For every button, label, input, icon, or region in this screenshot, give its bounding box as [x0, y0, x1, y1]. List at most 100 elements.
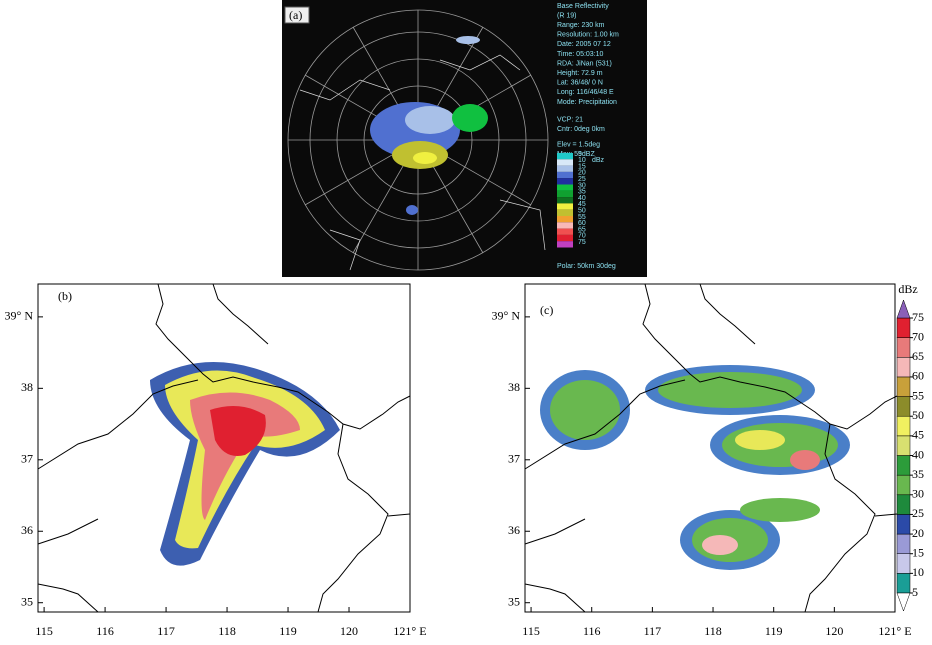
colorbar-over — [896, 299, 911, 319]
colorbar-segment — [896, 455, 911, 476]
radar-info: Time: 05:03:10 — [557, 51, 604, 58]
colorbar-label: 10 — [912, 565, 924, 579]
radar-info: Mode: Precipitation — [557, 99, 617, 106]
legend-label: 55 — [578, 214, 586, 221]
y-tick-label: 36 — [21, 523, 33, 537]
y-tick-label: 35 — [21, 594, 33, 608]
legend-swatch — [557, 222, 573, 229]
radar-background — [282, 0, 647, 277]
colorbar-segment — [896, 376, 911, 397]
colorbar-label: 65 — [912, 349, 924, 363]
x-tick-label: 120 — [340, 624, 358, 638]
x-tick-label: 121° E — [878, 624, 911, 638]
radar-info: (R 19) — [557, 12, 576, 19]
legend-label: 50 — [578, 208, 586, 215]
x-tick-label: 115 — [522, 624, 540, 638]
panel-label-box — [284, 6, 310, 24]
colorbar-label: 30 — [912, 487, 924, 501]
colorbar-label: 5 — [912, 585, 918, 599]
legend-swatch — [557, 184, 573, 191]
colorbar-label: 40 — [912, 447, 924, 461]
legend-swatch — [557, 165, 573, 172]
colorbar-label: 35 — [912, 467, 924, 481]
x-tick-label: 119 — [765, 624, 783, 638]
y-tick-label: 38 — [508, 380, 520, 394]
x-tick-label: 115 — [35, 624, 53, 638]
colorbar-segment — [896, 494, 911, 515]
legend-label: 40 — [578, 195, 586, 202]
legend-swatch — [557, 234, 573, 242]
legend-label: 25 — [578, 176, 586, 183]
legend-unit: dBz — [592, 157, 605, 164]
colorbar-segment — [896, 514, 911, 535]
legend-swatch — [557, 159, 573, 166]
legend-label: 15 — [578, 163, 586, 170]
colorbar-label: 50 — [912, 408, 924, 422]
colorbar-segment — [896, 396, 911, 417]
legend-label: 10 — [578, 157, 586, 164]
panel-label: (c) — [540, 303, 553, 317]
legend-swatch — [557, 153, 573, 160]
colorbar-label: 25 — [912, 506, 924, 520]
radar-info: Base Reflectivity — [557, 3, 609, 10]
radar-info: Date: 2005 07 12 — [557, 41, 611, 48]
radar-boundaries — [299, 54, 546, 271]
legend-swatch — [557, 216, 573, 223]
x-tick-label: 119 — [279, 624, 297, 638]
colorbar-segment — [896, 337, 911, 358]
radar-info: VCP: 21 — [557, 116, 583, 123]
radar-info: Height: 72.9 m — [557, 70, 603, 77]
colorbar-segment — [896, 435, 911, 456]
colorbar-segment — [896, 573, 911, 594]
x-tick-label: 116 — [96, 624, 114, 638]
colorbar-unit: dBz — [898, 282, 917, 296]
colorbar-label: 45 — [912, 428, 924, 442]
legend-label: 5 — [578, 151, 582, 158]
colorbar-segment — [896, 474, 911, 496]
legend-label: 20 — [578, 170, 586, 177]
x-tick-label: 117 — [157, 624, 175, 638]
y-tick-label: 36 — [508, 523, 520, 537]
legend-label: 70 — [578, 233, 586, 240]
y-tick-label: 39° N — [492, 309, 521, 323]
x-tick-label: 121° E — [393, 624, 426, 638]
x-tick-label: 117 — [644, 624, 662, 638]
y-tick-label: 37 — [508, 452, 520, 466]
radar-info: Max: 59dBZ — [557, 151, 595, 158]
colorbar-label: 55 — [912, 388, 924, 402]
y-tick-label: 37 — [21, 452, 33, 466]
x-tick-label: 118 — [704, 624, 722, 638]
colorbar-segment — [896, 415, 911, 437]
colorbar-label: 60 — [912, 369, 924, 383]
legend-swatch — [557, 209, 573, 216]
legend-swatch — [557, 171, 573, 179]
map-panel-c: (c) — [524, 283, 898, 613]
radar-info: RDA: JiNan (531) — [557, 60, 612, 67]
y-tick-label: 35 — [508, 594, 520, 608]
colorbar-label: 15 — [912, 545, 924, 559]
radar-info: Elev = 1.5deg — [557, 142, 600, 149]
map-panel-b: (b) — [37, 283, 411, 613]
radar-info: Cntr: 0deg 0km — [557, 126, 605, 133]
legend-label: 75 — [578, 239, 586, 246]
colorbar-label: 70 — [912, 329, 924, 343]
legend-swatch — [557, 228, 573, 235]
legend-swatch — [557, 241, 573, 248]
colorbar-under — [896, 592, 911, 612]
legend-swatch — [557, 190, 573, 198]
radar-info: Long: 116/46/48 E — [557, 89, 614, 96]
polar-info: Polar: 50km 30deg — [557, 263, 616, 270]
colorbar-segment — [896, 553, 911, 574]
colorbar-label: 75 — [912, 310, 924, 324]
x-tick-label: 118 — [218, 624, 236, 638]
legend-swatch — [557, 178, 573, 185]
legend-label: 45 — [578, 201, 586, 208]
colorbar-segment — [896, 357, 911, 378]
x-tick-label: 116 — [583, 624, 601, 638]
legend-swatch — [557, 197, 573, 204]
y-tick-label: 39° N — [5, 309, 34, 323]
legend-label: 35 — [578, 189, 586, 196]
radar-panel: (a) — [282, 0, 647, 277]
colorbar-segment — [896, 533, 911, 554]
